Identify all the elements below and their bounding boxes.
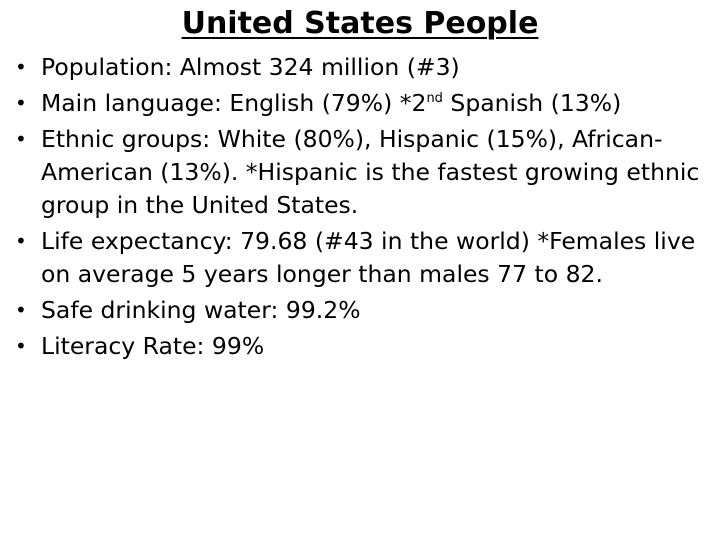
bullet-text: Ethnic groups: White (80%), Hispanic (15… [41, 125, 700, 219]
bullet-text: Life expectancy: 79.68 (#43 in the world… [41, 227, 696, 288]
bullet-dot-icon: • [15, 127, 27, 151]
slide-title-text: United States People [181, 6, 539, 41]
bullet-text-continued: Spanish (13%) [442, 89, 622, 117]
bullet-dot-icon: • [15, 229, 27, 253]
slide-title: United States People [0, 4, 720, 44]
bullet-text: Safe drinking water: 99.2% [41, 296, 361, 324]
bullet-literacy-rate: • Literacy Rate: 99% [0, 330, 716, 363]
bullet-safe-drinking-water: • Safe drinking water: 99.2% [0, 294, 716, 327]
bullet-text: Main language: English (79%) *2 [41, 89, 427, 117]
bullet-main-language: • Main language: English (79%) *2nd Span… [0, 87, 716, 120]
bullet-text: Population: Almost 324 million (#3) [41, 53, 460, 81]
ordinal-superscript: nd [426, 91, 443, 107]
bullet-text: Literacy Rate: 99% [41, 332, 265, 360]
bullet-dot-icon: • [15, 91, 27, 115]
bullet-ethnic-groups: • Ethnic groups: White (80%), Hispanic (… [0, 123, 716, 222]
bullet-population: • Population: Almost 324 million (#3) [0, 51, 716, 84]
bullet-life-expectancy: • Life expectancy: 79.68 (#43 in the wor… [0, 225, 716, 291]
bullet-dot-icon: • [15, 55, 27, 79]
bullet-dot-icon: • [15, 298, 27, 322]
bullet-dot-icon: • [15, 334, 27, 358]
bullet-list: • Population: Almost 324 million (#3) • … [0, 51, 716, 366]
